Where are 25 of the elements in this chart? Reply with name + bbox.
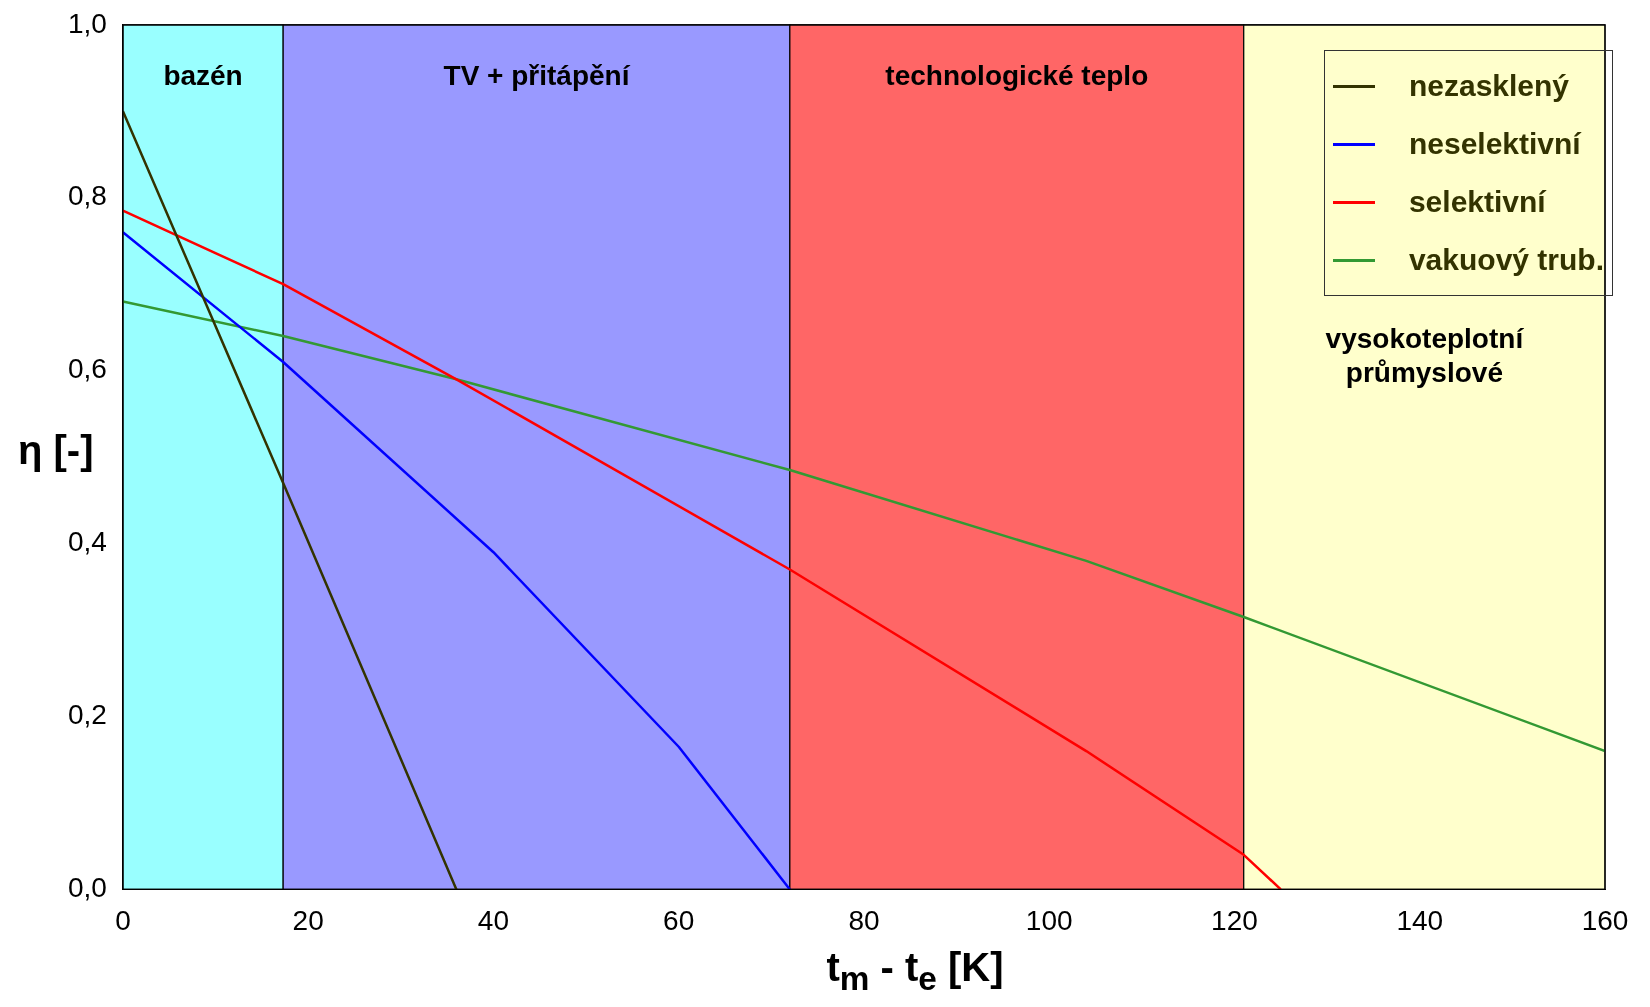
y-tick-label: 0,8 [67,180,107,212]
y-axis-title: η [-] [18,427,94,473]
y-tick-label: 0,0 [67,872,107,904]
band-label: technologické teplo [885,59,1149,91]
x-tick-label: 120 [1211,904,1258,936]
legend-label: vakuový trub. [1408,243,1604,277]
band-label: TV + přitápění [443,59,631,91]
legend-label: selektivní [1408,185,1546,219]
x-tick-label: 60 [663,904,695,936]
x-tick-label: 40 [477,904,510,936]
x-tick-label: 20 [292,904,324,936]
y-tick-label: 0,4 [67,526,107,558]
legend-label: nezasklený [1408,69,1570,103]
y-tick-label: 1,0 [67,7,107,39]
y-tick-label: 0,6 [67,353,107,385]
band-label: vysokoteplotní průmyslové [1325,322,1525,388]
x-tick-label: 140 [1396,904,1444,936]
x-tick-label: 80 [848,904,880,936]
legend-label: neselektivní [1408,127,1581,161]
x-tick-label: 0 [115,904,131,936]
band-label: bazén [163,59,243,91]
y-tick-label: 0,2 [67,699,107,731]
x-axis-title: t$_{m}$ - t$_{e}$ [K] [826,945,1004,998]
x-tick-label: 160 [1581,904,1629,936]
x-tick-label: 100 [1025,904,1073,936]
